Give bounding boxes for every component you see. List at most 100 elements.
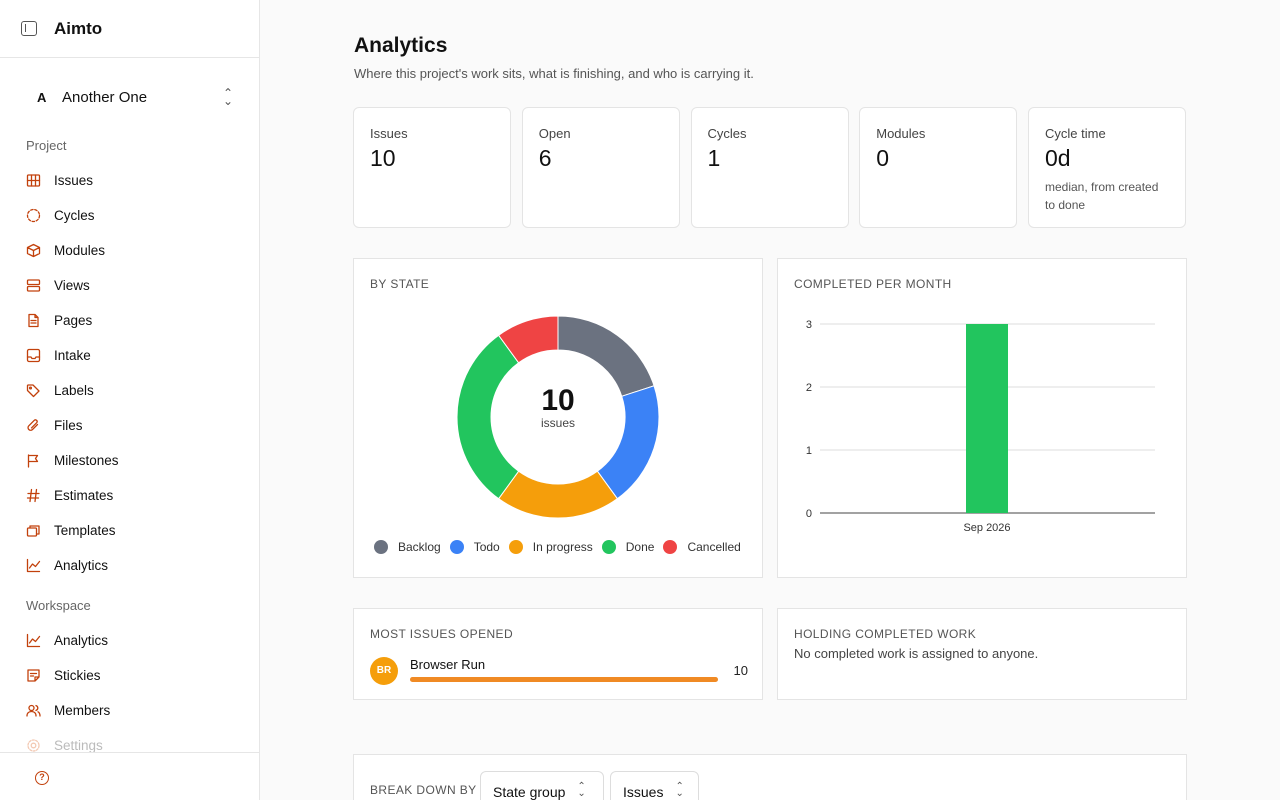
project-section-label: Project: [26, 138, 67, 153]
owner-bar: [410, 677, 718, 682]
donut-slice-in-progress[interactable]: [497, 470, 619, 519]
sidebar-item-stickies[interactable]: Stickies: [26, 661, 236, 689]
panel-title: COMPLETED PER MONTH: [794, 277, 952, 291]
legend-dot: [449, 540, 464, 554]
donut-legend: Backlog Todo In progress Done Cancelled: [374, 540, 750, 554]
sidebar-item-label: Members: [54, 702, 111, 718]
breakdown-panel: BREAK DOWN BY State group ⌃ ⌄ Issues ⌃ ⌄: [353, 754, 1187, 800]
page-subtitle: Where this project's work sits, what is …: [354, 66, 754, 81]
legend-item-done: Done: [601, 540, 655, 554]
stat-value: 6: [538, 145, 552, 171]
stat-value: 10: [370, 145, 396, 171]
app-name: Aimto: [54, 19, 103, 38]
stat-value: 0: [876, 145, 890, 171]
panel-title: MOST ISSUES OPENED: [370, 627, 514, 641]
group-by-select[interactable]: State group ⌃ ⌄: [480, 771, 604, 800]
project-switcher[interactable]: A Another One ⌃ ⌄: [26, 80, 238, 114]
paperclip-icon: [27, 418, 39, 431]
chart-line-icon: [26, 558, 41, 572]
chevron-updown-icon: ⌃ ⌄: [675, 781, 684, 799]
stat-label: Open: [538, 126, 571, 141]
donut-slice-cancelled[interactable]: [497, 315, 559, 364]
stat-label: Cycle time: [1045, 126, 1106, 141]
sidebar-item-pages[interactable]: Pages: [26, 306, 236, 334]
flag-icon: [27, 453, 39, 468]
stat-label: Modules: [876, 126, 926, 141]
owner-name: Browser Run: [410, 657, 486, 672]
chevron-updown-icon: ⌃ ⌄: [577, 781, 586, 799]
sidebar-item-label: Intake: [54, 347, 91, 363]
sidebar-item-label: Analytics: [54, 557, 109, 573]
y-tick-label: 2: [806, 382, 812, 394]
inbox-icon: [26, 348, 41, 362]
breakdown-label: BREAK DOWN BY: [370, 783, 477, 797]
legend-item-cancelled: Cancelled: [663, 540, 741, 554]
donut-slice-todo[interactable]: [596, 385, 660, 500]
bar[interactable]: [966, 324, 1008, 513]
sidebar-item-label: Views: [54, 277, 90, 293]
metric-select[interactable]: Issues ⌃ ⌄: [610, 771, 699, 800]
sidebar: Aimto A Another One ⌃ ⌄ Project Issues Cyc…: [0, 0, 260, 800]
cycle-icon: [26, 208, 41, 222]
stat-label: Issues: [370, 126, 408, 141]
legend-dot: [601, 540, 616, 554]
stat-card-cycles: Cycles 1: [690, 107, 849, 228]
sidebar-item-analytics[interactable]: Analytics: [26, 626, 236, 654]
stat-card-open: Open 6: [521, 107, 680, 228]
y-tick-label: 3: [806, 319, 812, 331]
y-tick-label: 1: [806, 445, 812, 457]
stat-card-modules: Modules 0: [859, 107, 1018, 228]
layers-icon: [26, 278, 41, 292]
sidebar-item-label: Pages: [54, 312, 93, 328]
avatar: BR: [370, 657, 398, 685]
sidebar-item-cycles[interactable]: Cycles: [26, 201, 236, 229]
sidebar-item-analytics[interactable]: Analytics: [26, 551, 236, 579]
sidebar-item-estimates[interactable]: Estimates: [26, 481, 236, 509]
sidebar-item-label: Labels: [54, 382, 94, 398]
legend-item-in-progress: In progress: [508, 540, 593, 554]
donut-slice-done[interactable]: [456, 334, 520, 500]
sidebar-item-label: Settings: [54, 737, 103, 753]
chart-line-icon: [26, 633, 41, 647]
stat-card-cycle-time: Cycle time 0d median, from created to done: [1028, 107, 1186, 228]
page-title: Analytics: [354, 34, 448, 57]
stat-value: 0d: [1045, 145, 1071, 171]
templates-icon: [26, 524, 40, 537]
sidebar-item-intake[interactable]: Intake: [26, 341, 236, 369]
stat-value: 1: [707, 145, 721, 171]
sidebar-item-label: Analytics: [54, 632, 109, 648]
sidebar-item-labels[interactable]: Labels: [26, 376, 236, 404]
hash-icon: [26, 488, 40, 502]
sidebar-toggle-icon[interactable]: [21, 21, 37, 36]
x-tick-label: Sep 2026: [963, 522, 1010, 534]
legend-label: Done: [625, 540, 655, 554]
bar-chart: 0 1 2 3 Sep 2026: [806, 319, 1155, 534]
panel-title: HOLDING COMPLETED WORK: [794, 627, 977, 641]
help-icon[interactable]: ?: [35, 771, 49, 785]
legend-dot: [508, 540, 523, 554]
donut-center-value: 10: [541, 384, 574, 417]
sidebar-item-issues[interactable]: Issues: [26, 166, 236, 194]
sidebar-item-milestones[interactable]: Milestones: [26, 446, 236, 474]
sidebar-item-views[interactable]: Views: [26, 271, 236, 299]
grid-icon: [26, 173, 41, 187]
sidebar-item-templates[interactable]: Templates: [26, 516, 236, 544]
sidebar-item-modules[interactable]: Modules: [26, 236, 236, 264]
workspace-section-label: Workspace: [26, 598, 91, 613]
sidebar-item-label: Files: [54, 417, 83, 433]
sidebar-item-members[interactable]: Members: [26, 696, 236, 724]
sidebar-item-settings[interactable]: Settings: [26, 731, 236, 759]
stat-label: Cycles: [707, 126, 747, 141]
by-state-panel: BY STATE 10 issues Backlog Todo In progres…: [353, 258, 763, 578]
empty-state-text: No completed work is assigned to anyone.: [794, 646, 1039, 661]
project-name: Another One: [62, 88, 148, 106]
panel-title: BY STATE: [370, 277, 430, 291]
sidebar-item-label: Issues: [54, 172, 94, 188]
y-tick-label: 0: [806, 508, 812, 520]
legend-label: Cancelled: [687, 540, 741, 554]
owner-row[interactable]: BR Browser Run 10: [370, 655, 748, 687]
sidebar-header: Aimto: [0, 0, 259, 58]
main-content: Analytics Where this project's work sits…: [260, 0, 1280, 800]
sidebar-item-files[interactable]: Files: [26, 411, 236, 439]
